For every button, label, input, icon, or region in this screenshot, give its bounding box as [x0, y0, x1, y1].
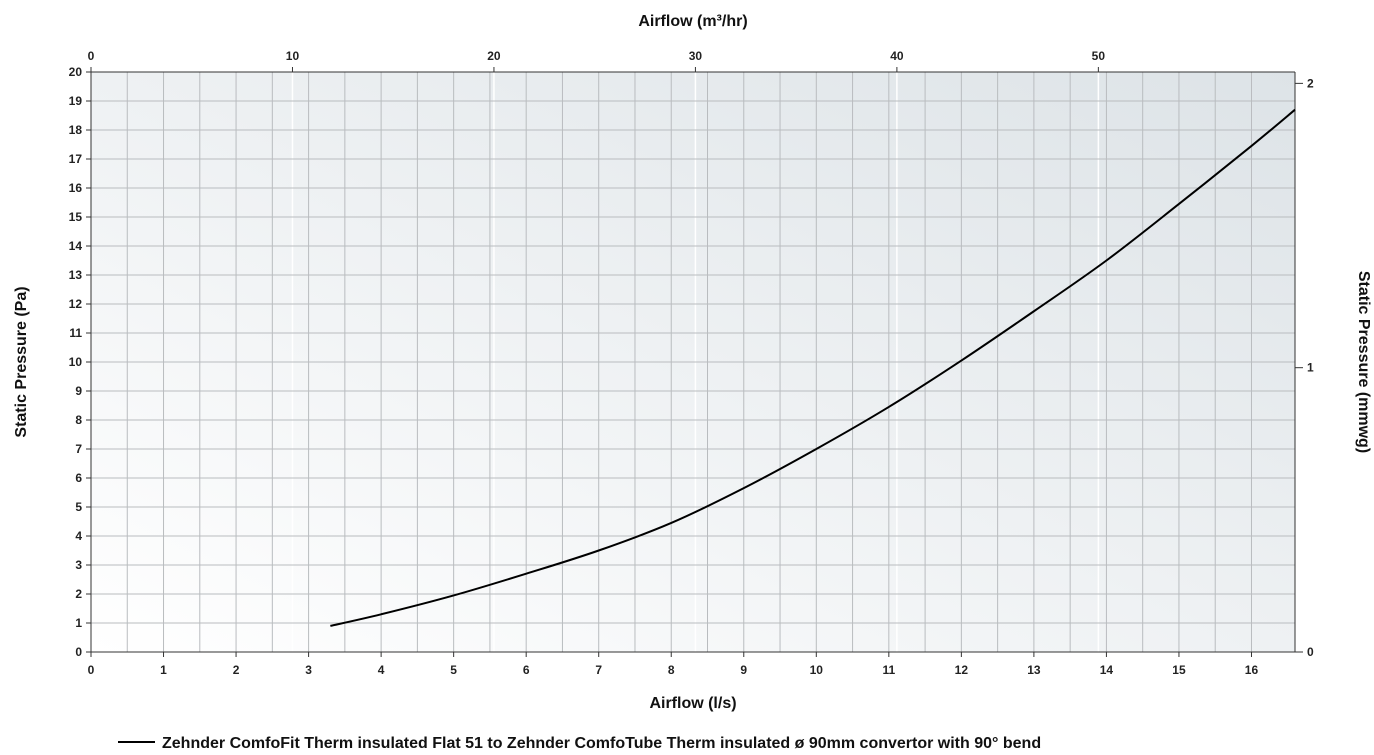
y-tick-label: 2 [75, 587, 82, 601]
x-tick-label: 16 [1245, 663, 1259, 677]
x-tick-label: 14 [1100, 663, 1114, 677]
y-tick-label: 6 [75, 471, 82, 485]
y2-axis-title: Static Pressure (mmwg) [1355, 271, 1372, 453]
x2-tick-label: 50 [1092, 49, 1106, 63]
x-tick-label: 13 [1027, 663, 1041, 677]
x2-tick-label: 0 [88, 49, 95, 63]
y-tick-label: 17 [69, 152, 83, 166]
x2-tick-label: 20 [487, 49, 501, 63]
x-tick-label: 15 [1172, 663, 1186, 677]
x-tick-label: 2 [233, 663, 240, 677]
y-tick-label: 15 [69, 210, 83, 224]
x-axis-title: Airflow (l/s) [649, 695, 736, 712]
x-tick-label: 7 [595, 663, 602, 677]
x-tick-label: 9 [740, 663, 747, 677]
y-tick-label: 4 [75, 529, 82, 543]
y-tick-label: 1 [75, 616, 82, 630]
x-tick-label: 4 [378, 663, 385, 677]
x-tick-label: 10 [810, 663, 824, 677]
x-tick-label: 8 [668, 663, 675, 677]
x-tick-label: 3 [305, 663, 312, 677]
y-tick-label: 19 [69, 94, 83, 108]
y-tick-label: 14 [69, 239, 83, 253]
y2-tick-label: 1 [1307, 361, 1314, 375]
y-tick-label: 0 [75, 645, 82, 659]
y-tick-label: 16 [69, 181, 83, 195]
y2-tick-label: 0 [1307, 645, 1314, 659]
x-tick-label: 11 [882, 663, 895, 677]
y-axis-title: Static Pressure (Pa) [13, 286, 30, 437]
y-tick-label: 5 [75, 500, 82, 514]
x2-tick-label: 10 [286, 49, 300, 63]
x-tick-label: 6 [523, 663, 530, 677]
gridlines [90, 71, 1295, 653]
y-tick-label: 8 [75, 413, 82, 427]
y-tick-label: 11 [69, 326, 82, 340]
x2-tick-label: 30 [689, 49, 703, 63]
x-tick-label: 5 [450, 663, 457, 677]
x-tick-label: 0 [88, 663, 95, 677]
legend-entry: Zehnder ComfoFit Therm insulated Flat 51… [162, 735, 1041, 752]
x2-axis-title: Airflow (m³/hr) [638, 13, 747, 30]
series-layer [330, 108, 1296, 627]
y-tick-label: 18 [69, 123, 83, 137]
x-tick-label: 12 [955, 663, 969, 677]
x-tick-label: 1 [160, 663, 167, 677]
x2-tick-label: 40 [890, 49, 904, 63]
series-line [330, 108, 1296, 627]
axes [86, 67, 1303, 657]
tick-labels: 0 1 2 3 4 5 6 7 8 9 10 11 12 13 14 15 160 10 20 30 40 5001234… [69, 49, 1314, 677]
y-tick-label: 7 [75, 442, 82, 456]
y-tick-label: 9 [75, 384, 82, 398]
y-tick-label: 10 [69, 355, 83, 369]
y-tick-label: 20 [69, 65, 83, 79]
y2-tick-label: 2 [1307, 76, 1314, 90]
y-tick-label: 13 [69, 268, 83, 282]
y-tick-label: 12 [69, 297, 83, 311]
y-tick-label: 3 [75, 558, 82, 572]
